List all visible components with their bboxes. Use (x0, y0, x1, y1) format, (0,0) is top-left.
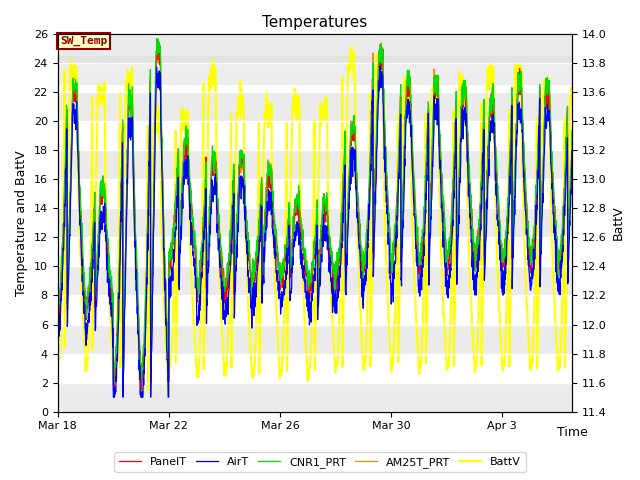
Bar (58, 150, 572, 179)
Bar (58, 208, 572, 237)
Bar (58, 324, 572, 354)
Bar (58, 383, 572, 412)
Text: SW_Temp: SW_Temp (60, 36, 108, 46)
Bar (58, 92, 572, 121)
Y-axis label: BattV: BattV (612, 205, 625, 240)
Bar (58, 34, 572, 63)
Title: Temperatures: Temperatures (262, 15, 367, 30)
Bar (58, 56, 572, 85)
Legend: PanelT, AirT, CNR1_PRT, AM25T_PRT, BattV: PanelT, AirT, CNR1_PRT, AM25T_PRT, BattV (115, 452, 525, 472)
Bar (58, 266, 572, 296)
Y-axis label: Temperature and BattV: Temperature and BattV (15, 150, 28, 296)
Text: Time: Time (557, 426, 588, 439)
